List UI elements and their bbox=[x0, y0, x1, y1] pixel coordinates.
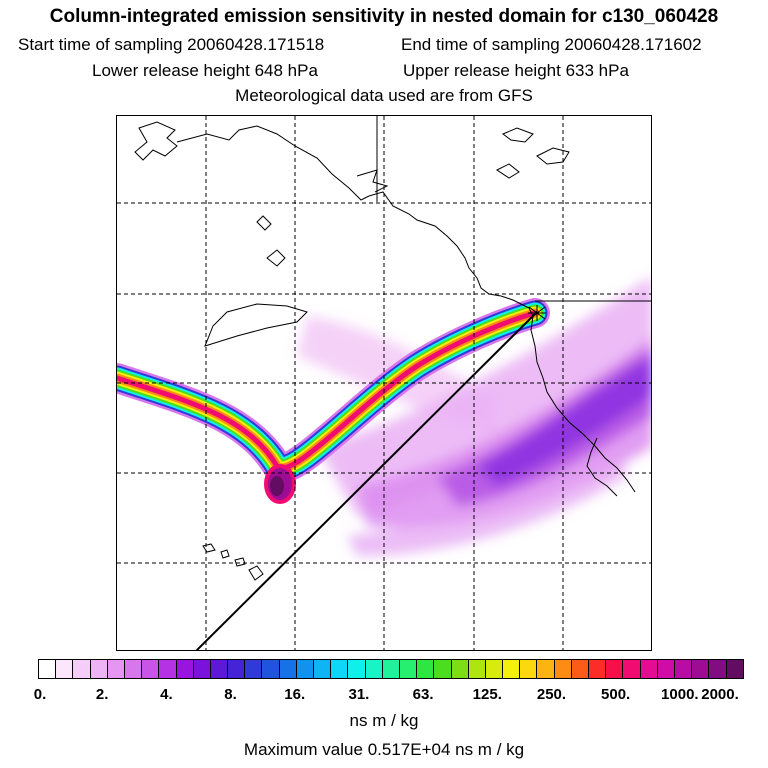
colorbar-swatch bbox=[262, 660, 280, 678]
colorbar-swatch bbox=[365, 660, 383, 678]
colorbar-swatch bbox=[159, 660, 177, 678]
max-value: 0.517E+04 ns m / kg bbox=[367, 740, 525, 759]
colorbar-swatch bbox=[674, 660, 693, 678]
map-panel bbox=[116, 115, 652, 651]
max-label: Maximum value bbox=[243, 740, 363, 759]
upper-value: 633 hPa bbox=[565, 61, 629, 80]
colorbar-swatch bbox=[692, 660, 710, 678]
met-data-line: Meteorological data used are from GFS bbox=[235, 86, 533, 105]
graticule bbox=[117, 116, 651, 650]
sensitivity-plume-core bbox=[117, 298, 550, 504]
end-label: End time of sampling bbox=[401, 35, 560, 54]
colorbar-swatch bbox=[537, 660, 555, 678]
colorbar-tick-label: 2. bbox=[95, 686, 109, 703]
upper-height-line: Upper release height 633 hPa bbox=[403, 61, 629, 81]
lower-value: 648 hPa bbox=[254, 61, 318, 80]
colorbar-tick-label: 2000. bbox=[701, 686, 739, 703]
colorbar-swatch bbox=[348, 660, 366, 678]
start-time-line: Start time of sampling 20060428.171518 bbox=[18, 35, 324, 55]
colorbar-swatch bbox=[296, 660, 314, 678]
colorbar-swatch bbox=[228, 660, 246, 678]
colorbar-swatch bbox=[726, 660, 743, 678]
colorbar-swatch bbox=[279, 660, 297, 678]
colorbar-tick-label: 1000. bbox=[661, 686, 699, 703]
sensitivity-plume-diffuse bbox=[297, 277, 651, 556]
colorbar-tick-label: 31. bbox=[348, 686, 370, 703]
colorbar-swatch bbox=[520, 660, 538, 678]
colorbar-swatch bbox=[417, 660, 435, 678]
coastlines bbox=[134, 121, 636, 581]
start-value: 20060428.171518 bbox=[187, 35, 325, 54]
colorbar-swatch bbox=[485, 660, 504, 678]
colorbar-tick-label: 125. bbox=[472, 686, 502, 703]
colorbar-swatch bbox=[124, 660, 143, 678]
colorbar-swatch bbox=[245, 660, 263, 678]
colorbar-swatch bbox=[399, 660, 418, 678]
maximum-value-line: Maximum value 0.517E+04 ns m / kg bbox=[0, 740, 768, 760]
colorbar-swatch bbox=[73, 660, 91, 678]
colorbar-swatch bbox=[434, 660, 452, 678]
colorbar-swatch bbox=[503, 660, 521, 678]
map-canvas bbox=[117, 116, 651, 650]
colorbar-tick-label: 8. bbox=[224, 686, 237, 703]
colorbar-swatch bbox=[39, 660, 57, 678]
colorbar-swatch bbox=[571, 660, 589, 678]
colorbar-swatch bbox=[554, 660, 572, 678]
colorbar-swatch bbox=[193, 660, 211, 678]
colorbar bbox=[38, 659, 744, 679]
plot-title: Column-integrated emission sensitivity i… bbox=[49, 6, 719, 27]
colorbar-swatch bbox=[56, 660, 74, 678]
colorbar-tick-label: 500. bbox=[601, 686, 631, 703]
colorbar-tick-label: 250. bbox=[536, 686, 567, 703]
lower-height-line: Lower release height 648 hPa bbox=[92, 61, 318, 81]
colorbar-swatch bbox=[657, 660, 675, 678]
diagonal-reference-line bbox=[195, 311, 538, 650]
colorbar-swatch bbox=[468, 660, 486, 678]
colorbar-swatch bbox=[606, 660, 624, 678]
colorbar-tick-label: 0. bbox=[33, 686, 47, 703]
colorbar-swatch bbox=[142, 660, 160, 678]
colorbar-swatch bbox=[382, 660, 400, 678]
colorbar-swatch bbox=[210, 660, 229, 678]
colorbar-tick-label: 16. bbox=[284, 686, 306, 703]
release-point-marker bbox=[528, 305, 546, 321]
colorbar-swatch bbox=[709, 660, 727, 678]
colorbar-units: ns m / kg bbox=[349, 711, 419, 730]
political-borders bbox=[376, 116, 651, 302]
colorbar-swatch bbox=[314, 660, 332, 678]
colorbar-swatch bbox=[90, 660, 108, 678]
start-label: Start time of sampling bbox=[18, 35, 183, 54]
end-value: 20060428.171602 bbox=[564, 35, 702, 54]
colorbar-tick-label: 63. bbox=[412, 686, 434, 703]
colorbar-tick-label: 4. bbox=[160, 686, 173, 703]
lower-label: Lower release height bbox=[92, 61, 250, 80]
colorbar-swatch bbox=[623, 660, 641, 678]
colorbar-swatch bbox=[451, 660, 469, 678]
colorbar-swatch bbox=[107, 660, 125, 678]
upper-label: Upper release height bbox=[403, 61, 561, 80]
end-time-line: End time of sampling 20060428.171602 bbox=[401, 35, 702, 55]
colorbar-swatch bbox=[176, 660, 194, 678]
colorbar-swatch bbox=[331, 660, 349, 678]
colorbar-swatch bbox=[589, 660, 607, 678]
colorbar-swatch bbox=[640, 660, 658, 678]
